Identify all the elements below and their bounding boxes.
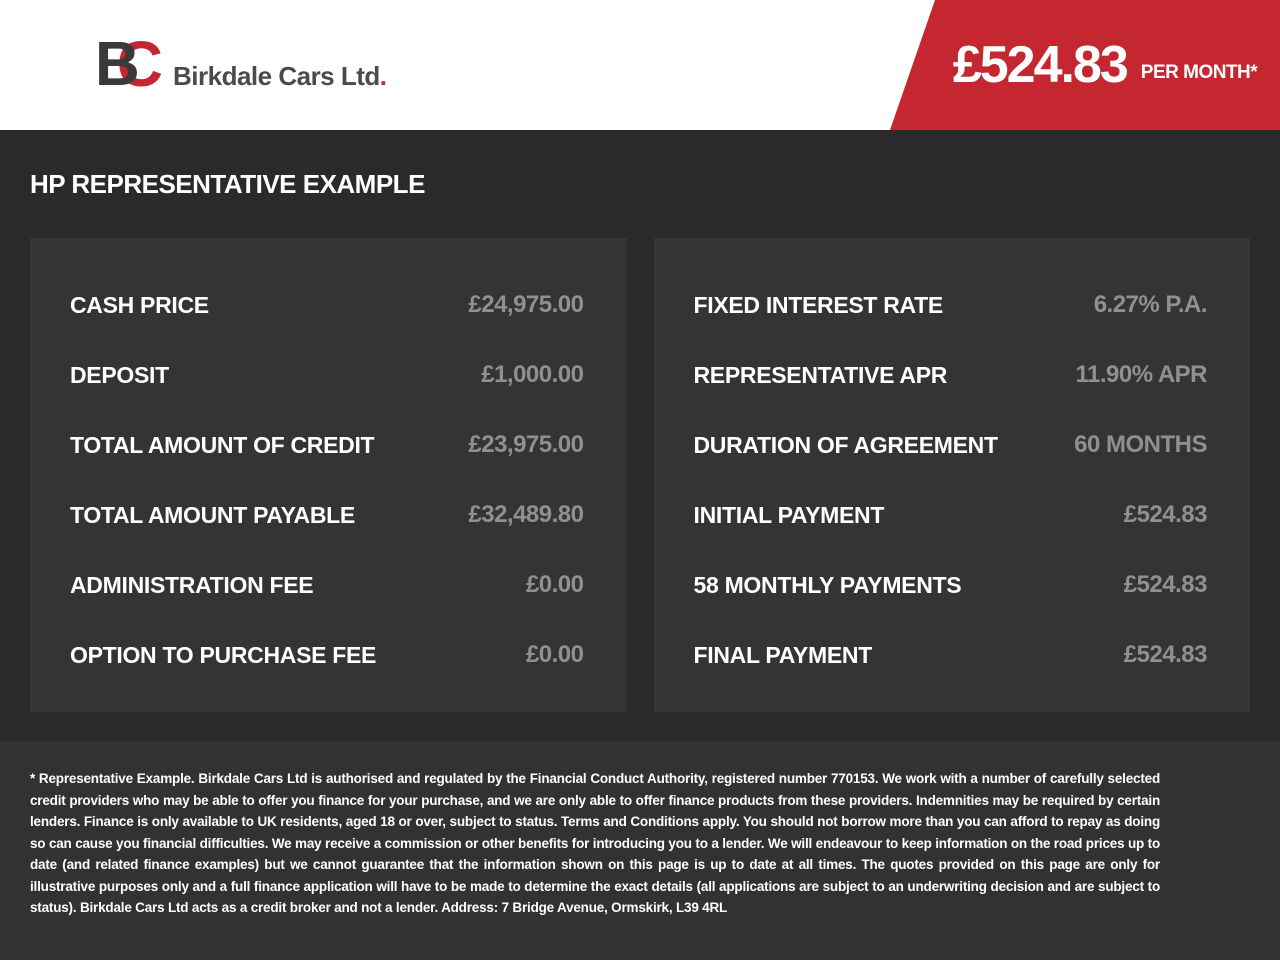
- monthly-price-per-label: PER MONTH*: [1140, 62, 1258, 83]
- finance-row-value: 60 MONTHS: [1074, 431, 1207, 458]
- finance-panel-left: CASH PRICE £24,975.00 DEPOSIT £1,000.00 TOTA…: [30, 238, 627, 712]
- finance-row-label: 58 MONTHLY PAYMENTS: [693, 571, 962, 598]
- legal-disclaimer-text: * Representative Example. Birkdale Cars …: [30, 771, 1160, 915]
- finance-row: DEPOSIT £1,000.00: [70, 340, 584, 410]
- finance-row-value: £23,975.00: [468, 431, 584, 458]
- finance-row-value: £524.83: [1123, 571, 1208, 598]
- finance-row: FIXED INTEREST RATE 6.27% P.A.: [694, 270, 1208, 340]
- finance-row-label: TOTAL AMOUNT OF CREDIT: [70, 431, 375, 458]
- finance-row: TOTAL AMOUNT OF CREDIT £23,975.00: [70, 410, 584, 480]
- finance-panels: CASH PRICE £24,975.00 DEPOSIT £1,000.00 TOTA…: [30, 238, 1250, 712]
- finance-row: REPRESENTATIVE APR 11.90% APR: [694, 340, 1208, 410]
- finance-row-label: ADMINISTRATION FEE: [70, 571, 314, 598]
- finance-row-label: CASH PRICE: [70, 291, 209, 318]
- monthly-price-banner: £524.83 PER MONTH*: [890, 0, 1280, 130]
- finance-row-value: 11.90% APR: [1075, 361, 1207, 388]
- finance-row-value: £524.83: [1123, 641, 1208, 668]
- finance-row-value: £0.00: [525, 571, 584, 598]
- company-logo: C B Birkdale Cars Ltd.: [95, 0, 387, 130]
- finance-row: 58 MONTHLY PAYMENTS £524.83: [694, 550, 1208, 620]
- logo-letter-b: B: [95, 30, 140, 99]
- page-footer: * Representative Example. Birkdale Cars …: [0, 741, 1280, 960]
- finance-row-label: FINAL PAYMENT: [693, 641, 873, 668]
- finance-example-section: HP REPRESENTATIVE EXAMPLE CASH PRICE £24,…: [0, 130, 1280, 741]
- company-name-text: Birkdale Cars Ltd: [173, 60, 380, 91]
- finance-row-value: £32,489.80: [468, 501, 584, 528]
- bc-logo-icon: C B: [95, 28, 163, 100]
- finance-row-label: DEPOSIT: [70, 361, 169, 388]
- monthly-price-amount: £524.83: [952, 36, 1129, 94]
- page-title: HP REPRESENTATIVE EXAMPLE: [30, 169, 425, 199]
- finance-panel-right: FIXED INTEREST RATE 6.27% P.A. REPRESENTAT…: [653, 238, 1250, 712]
- logo-letter-c: C: [116, 28, 163, 100]
- finance-row-value: 6.27% P.A.: [1093, 291, 1208, 318]
- finance-row-label: INITIAL PAYMENT: [693, 501, 885, 528]
- finance-row-value: £524.83: [1123, 501, 1208, 528]
- finance-row-label: OPTION TO PURCHASE FEE: [70, 641, 377, 668]
- finance-row-label: TOTAL AMOUNT PAYABLE: [70, 501, 355, 528]
- finance-row: OPTION TO PURCHASE FEE £0.00: [70, 620, 584, 690]
- finance-row-label: FIXED INTEREST RATE: [693, 291, 944, 318]
- finance-row: TOTAL AMOUNT PAYABLE £32,489.80: [70, 480, 584, 550]
- company-name: Birkdale Cars Ltd.: [173, 61, 387, 92]
- finance-row-label: DURATION OF AGREEMENT: [693, 431, 999, 458]
- finance-row-label: REPRESENTATIVE APR: [693, 361, 948, 388]
- finance-row-value: £1,000.00: [481, 361, 584, 388]
- finance-row: CASH PRICE £24,975.00: [70, 270, 584, 340]
- finance-row-value: £0.00: [525, 641, 584, 668]
- company-name-period: .: [379, 60, 387, 91]
- finance-row: FINAL PAYMENT £524.83: [694, 620, 1208, 690]
- finance-row: INITIAL PAYMENT £524.83: [694, 480, 1208, 550]
- finance-row-value: £24,975.00: [468, 291, 584, 318]
- page-header: C B Birkdale Cars Ltd. £524.83 PER MONTH…: [0, 0, 1280, 130]
- finance-row: ADMINISTRATION FEE £0.00: [70, 550, 584, 620]
- finance-row: DURATION OF AGREEMENT 60 MONTHS: [694, 410, 1208, 480]
